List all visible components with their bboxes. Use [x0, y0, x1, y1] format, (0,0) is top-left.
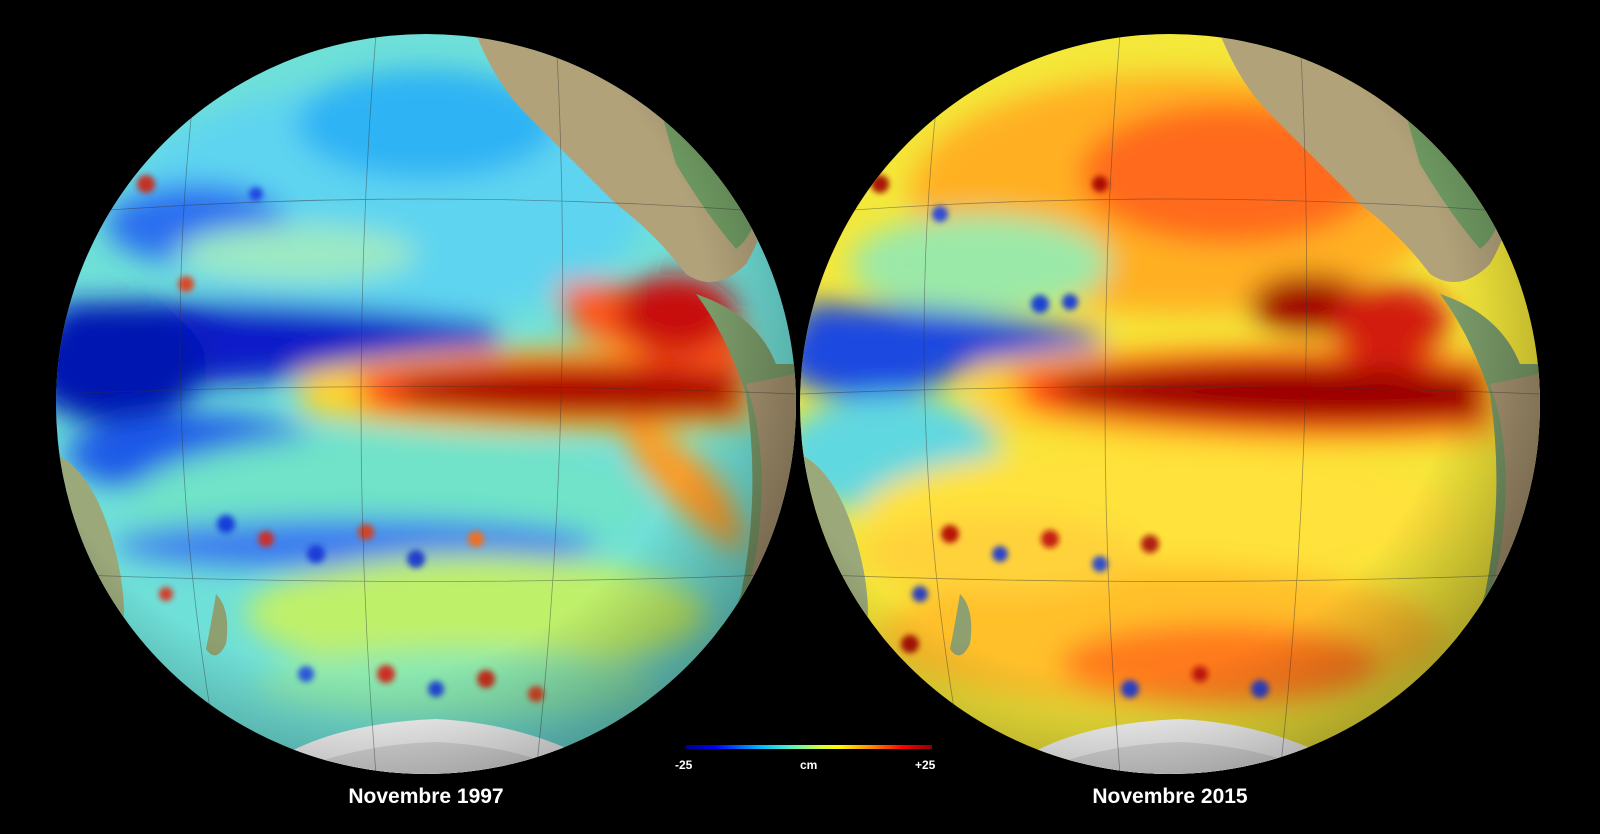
colorbar-min-label: -25: [675, 758, 693, 772]
sea-level-anomaly-map-1997: [56, 34, 796, 774]
globe-map-1997: [56, 34, 796, 774]
colorbar-unit-label: cm: [800, 758, 818, 772]
colorbar-gradient: [686, 745, 932, 749]
colorbar-max-label: +25: [915, 758, 936, 772]
globe-map-2015: [800, 34, 1540, 774]
sea-level-anomaly-map-2015: [800, 34, 1540, 774]
map-caption-1997: Novembre 1997: [348, 785, 504, 808]
map-caption-2015: Novembre 2015: [1092, 785, 1248, 808]
